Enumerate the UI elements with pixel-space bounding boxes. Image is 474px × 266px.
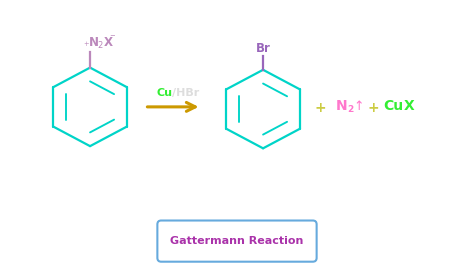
Text: N: N [336, 99, 347, 113]
Text: +: + [367, 101, 379, 115]
Text: $^-$: $^-$ [108, 34, 117, 44]
Text: N$_2$X: N$_2$X [88, 36, 114, 51]
Text: X: X [404, 99, 414, 113]
Text: Br: Br [255, 41, 271, 55]
Text: 2: 2 [347, 105, 354, 114]
FancyBboxPatch shape [157, 221, 317, 262]
Text: $^+$: $^+$ [82, 41, 90, 51]
Text: Cu: Cu [156, 88, 172, 98]
Text: /HBr: /HBr [172, 88, 199, 98]
Text: +: + [314, 101, 326, 115]
Text: Bromobenzene: Bromobenzene [210, 166, 321, 179]
Text: Cu: Cu [383, 99, 403, 113]
Text: ↑: ↑ [354, 99, 364, 113]
Text: Gattermann Reaction: Gattermann Reaction [170, 236, 304, 246]
